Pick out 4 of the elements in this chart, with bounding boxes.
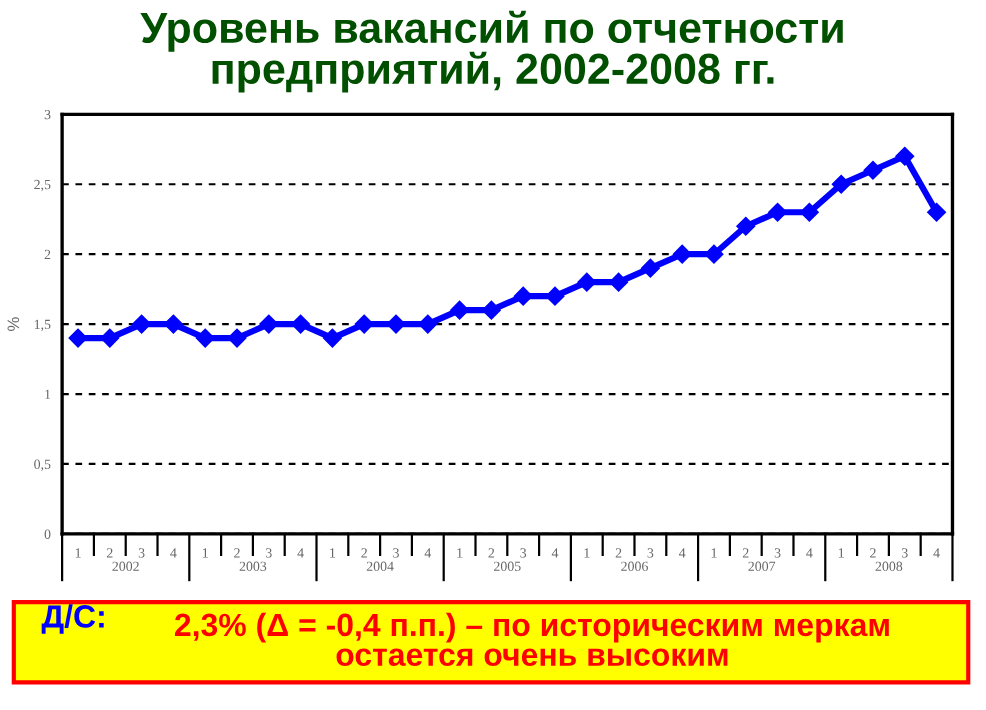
text: 2,3% (Δ = -0,4 п.п.) – по историческим меркам остается очень высоким <box>175 612 889 667</box>
y-axis-title: % <box>7 317 20 331</box>
chart-title: Уровень вакансий по отчетности предприятий, 2002-2008 гг. <box>140 10 843 93</box>
text: Д/С: <box>41 604 104 634</box>
